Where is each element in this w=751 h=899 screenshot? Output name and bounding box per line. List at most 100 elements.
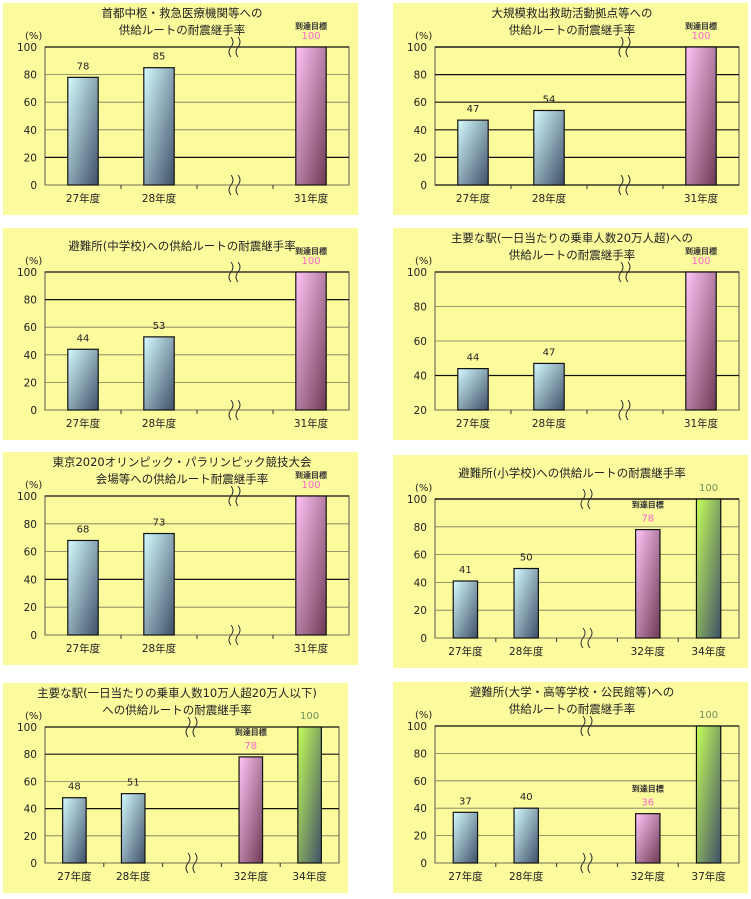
x-tick-label: 32年度 <box>234 870 269 883</box>
axis-break-icon <box>580 488 586 510</box>
x-tick-label: 37年度 <box>691 870 726 883</box>
data-label: 47 <box>543 347 556 358</box>
y-tick-label: 100 <box>17 42 37 54</box>
axis-break-icon <box>618 36 624 58</box>
chart-title: 避難所(中学校)への供給ルートの耐震継手率 <box>68 239 295 253</box>
plot-area <box>44 726 340 864</box>
data-label: 100 <box>301 31 320 42</box>
y-tick-label: 60 <box>24 97 37 109</box>
y-tick-label: 20 <box>414 831 427 843</box>
data-label: 100 <box>699 710 718 721</box>
axis-break-icon <box>235 261 241 283</box>
data-label: 100 <box>691 256 710 267</box>
target-annotation: 到達目標 <box>685 21 717 31</box>
data-label: 68 <box>77 524 90 535</box>
axis-break-icon <box>625 399 631 421</box>
chart-title: 避難所(小学校)への供給ルートの耐震継手率 <box>458 466 685 480</box>
bar-chart: 避難所(小学校)への供給ルートの耐震継手率 (%) 0 20 40 60 80 100 41 27… <box>407 466 740 658</box>
bar-chart: 避難所(大学・高等学校・公民館等)への供給ルートの耐震継手率 (%) 0 20 40 60… <box>407 685 740 883</box>
y-axis-unit: (%) <box>415 256 432 267</box>
data-label: 78 <box>244 741 257 752</box>
y-tick-label: 20 <box>24 152 37 164</box>
y-tick-label: 60 <box>24 776 37 788</box>
plot-area <box>434 498 740 639</box>
axis-break-icon <box>618 174 624 196</box>
chart-panel-1: 首都中枢・救急医療機関等への 供給ルートの耐震継手率 (%) 0 20 40 60 80 100… <box>3 3 358 215</box>
x-tick-label: 27年度 <box>57 870 92 883</box>
axis-break-icon <box>185 716 191 738</box>
axis-break-icon <box>228 624 234 646</box>
axis-break-icon <box>235 399 241 421</box>
x-tick-label: 28年度 <box>142 642 177 655</box>
y-axis-unit: (%) <box>25 31 42 42</box>
target-annotation: 到達目標 <box>295 470 327 480</box>
bar-target <box>685 271 717 411</box>
x-tick-label: 28年度 <box>142 192 177 205</box>
target-annotation: 到達目標 <box>235 727 267 737</box>
y-tick-label: 80 <box>24 70 37 82</box>
axis-break-icon <box>587 852 593 874</box>
axis-break-icon <box>228 174 234 196</box>
y-axis-unit: (%) <box>25 480 42 491</box>
axis-break-icon <box>618 399 624 421</box>
bar-target <box>635 813 661 864</box>
data-label: 73 <box>153 518 166 529</box>
data-label: 100 <box>699 483 718 494</box>
x-tick-label: 31年度 <box>294 192 329 205</box>
y-tick-label: 0 <box>30 405 37 417</box>
x-tick-label: 31年度 <box>684 417 719 430</box>
bar-actual <box>533 362 565 411</box>
axis-break-icon <box>587 488 593 510</box>
axis-break-icon <box>618 261 624 283</box>
data-label: 53 <box>153 321 166 332</box>
x-tick-label: 27年度 <box>66 417 101 430</box>
data-label: 54 <box>543 94 556 105</box>
chart-title: 主要な駅(一日当たりの乗車人数20万人超)への <box>451 231 693 245</box>
y-axis-unit: (%) <box>25 256 42 267</box>
y-tick-label: 20 <box>24 377 37 389</box>
axis-break-icon <box>228 36 234 58</box>
bar-final <box>297 726 322 864</box>
x-tick-label: 27年度 <box>66 192 101 205</box>
data-label: 47 <box>467 104 480 115</box>
bar-target <box>295 46 327 186</box>
bar-chart: 主要な駅(一日当たりの乗車人数20万人超)への供給ルートの耐震継手率 (%) 20 4… <box>407 231 740 430</box>
axis-break-icon <box>580 627 586 649</box>
axis-break-icon <box>192 716 198 738</box>
bar-target <box>685 46 717 186</box>
chart-title: 主要な駅(一日当たりの乗車人数10万人超20万人以下) <box>37 686 317 700</box>
x-tick-label: 27年度 <box>66 642 101 655</box>
bar-actual <box>533 109 565 186</box>
y-tick-label: 60 <box>414 336 427 348</box>
axis-break-icon <box>625 174 631 196</box>
chart-panel-6: 避難所(小学校)への供給ルートの耐震継手率 (%) 0 20 40 60 80 100 41 27… <box>393 455 748 668</box>
bar-actual <box>143 336 175 411</box>
bar-actual <box>67 539 99 636</box>
chart-title: 供給ルートの耐震継手率 <box>509 248 636 262</box>
data-label: 78 <box>77 61 90 72</box>
y-tick-label: 20 <box>414 605 427 617</box>
y-tick-label: 60 <box>414 776 427 788</box>
y-tick-label: 20 <box>24 602 37 614</box>
data-label: 100 <box>301 480 320 491</box>
x-tick-label: 27年度 <box>448 645 483 658</box>
axis-break-icon <box>580 715 586 737</box>
axis-break-icon <box>192 852 198 874</box>
y-tick-label: 60 <box>24 547 37 559</box>
target-annotation: 到達目標 <box>685 246 717 256</box>
bar-actual <box>143 67 175 186</box>
chart-title: 避難所(大学・高等学校・公民館等)への <box>470 685 674 699</box>
chart-panel-5: 東京2020オリンピック・パラリンピック競技大会 会場等への供給ルート耐震継手率 (… <box>3 452 358 665</box>
plot-area <box>434 725 740 864</box>
x-tick-label: 34年度 <box>691 645 726 658</box>
y-tick-label: 0 <box>30 858 37 870</box>
y-tick-label: 80 <box>414 70 427 82</box>
axis-break-icon <box>228 485 234 507</box>
y-tick-label: 40 <box>414 803 427 815</box>
y-tick-label: 100 <box>407 42 427 54</box>
y-tick-label: 80 <box>414 748 427 760</box>
data-label: 78 <box>641 514 654 525</box>
axis-break-icon <box>235 36 241 58</box>
